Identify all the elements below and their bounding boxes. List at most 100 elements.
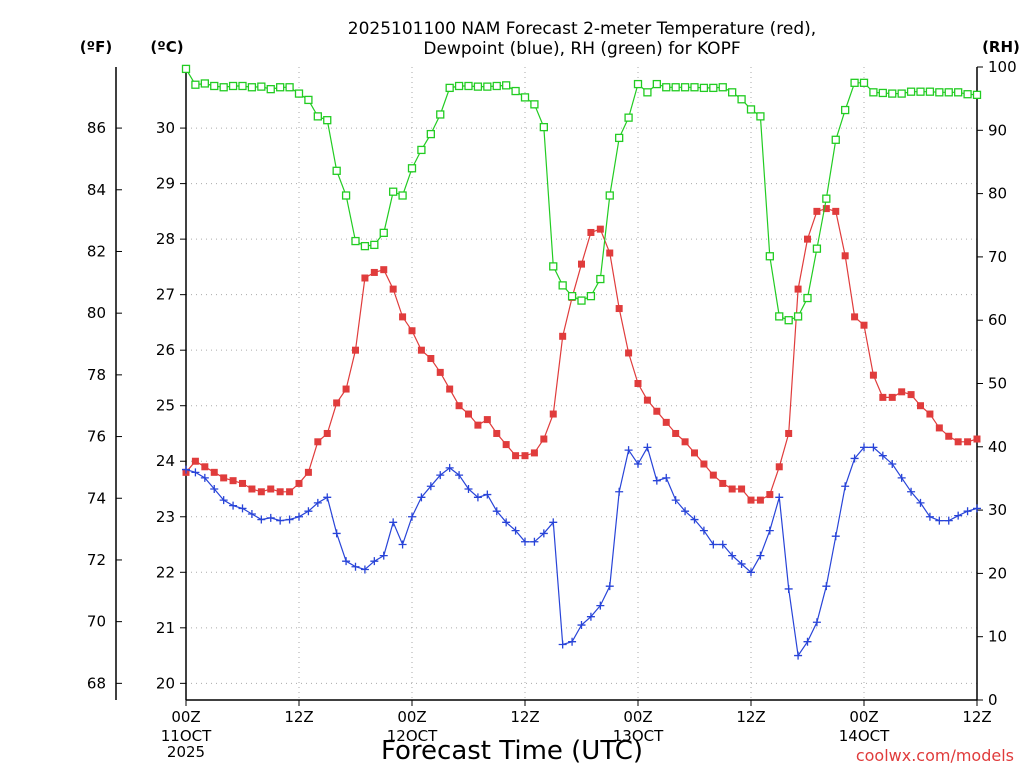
dewpoint-point [615,487,624,496]
temperature-point [286,488,294,496]
rh-point [859,78,869,87]
fahrenheit-tick-label: 84 [87,181,106,199]
rh-point [605,191,614,200]
dewpoint-point [455,471,464,480]
fahrenheit-tick-label: 80 [87,304,106,322]
dewpoint-point [699,526,708,535]
dewpoint-point [379,551,388,560]
rh-point [765,252,774,261]
temperature-point [267,485,275,493]
dewpoint-point [869,443,878,452]
rh-tick-label: 20 [988,564,1007,582]
rh-point [294,89,304,98]
dewpoint-point [775,493,784,502]
temperature-point [229,477,237,485]
rh-point [831,135,840,144]
dewpoint-point [765,526,774,535]
dewpoint-point [784,584,793,593]
rh-point [709,83,718,93]
dewpoint-point [690,515,699,524]
rh-point [266,85,275,94]
fahrenheit-tick-label: 82 [87,242,106,260]
temperature-point [917,402,924,410]
temperature-point [427,355,435,363]
temperature-point [653,407,661,415]
dewpoint-point [624,446,633,455]
temperature-point [276,488,284,496]
dewpoint-point [247,509,256,518]
x-tick-date: 14OCT [839,727,890,745]
temperature-point [681,438,689,446]
rh-point [379,228,388,237]
celsius-tick-label: 26 [156,341,175,359]
rh-point [784,316,793,325]
rh-point [549,262,558,271]
temperature-point [625,349,633,357]
temperature-point [596,225,604,233]
rh-point [775,312,784,321]
dewpoint-point [313,498,322,507]
dewpoint-point [398,540,407,549]
rh-point [728,88,737,97]
rh-point [341,191,351,200]
dewpoint-point [681,507,690,516]
rh-point [567,291,577,301]
dewpoint-point [605,582,614,591]
temperature-point [879,393,887,401]
temperature-point [860,321,868,329]
dewpoint-point [276,516,285,525]
temperature-point [728,485,736,493]
celsius-tick-label: 23 [156,508,175,526]
dewpoint-point [464,485,473,493]
rh-point [200,79,209,88]
rh-point [972,90,982,100]
rh-point [963,90,972,99]
dewpoint-point [436,471,445,480]
dewpoint-point [756,551,765,560]
temperature-point [512,452,520,460]
x-tick-date: 11OCT [161,727,212,745]
temperature-point [756,496,764,504]
dewpoint-point [408,512,416,521]
dewpoint-point [238,504,247,513]
rh-point [897,89,906,98]
temperature-point [578,260,585,268]
temperature-point [361,274,369,282]
temperature-point [201,463,209,471]
dewpoint-point [257,515,266,524]
temperature-point [530,449,538,457]
rh-point [718,83,727,92]
fahrenheit-tick-label: 74 [87,489,106,507]
temperature-point [559,332,567,340]
celsius-tick-label: 29 [156,175,175,193]
temperature-point [493,429,501,437]
rh-unit-label: (RH) [982,38,1020,56]
dewpoint-point [916,498,925,507]
temperature-point [483,416,491,424]
dewpoint-point [596,601,605,610]
temperature-point [342,385,350,393]
x-tick-label: 12Z [962,708,991,726]
rh-point [191,80,200,89]
dewpoint-point [229,501,238,510]
rh-point [577,296,586,305]
rh-point [746,105,756,114]
series-0 [182,205,981,504]
rh-point [219,83,228,92]
dewpoint-point [577,621,586,630]
temperature-point [314,438,322,446]
rh-point [464,81,473,91]
dewpoint-point [888,460,897,469]
rh-point [370,240,379,250]
temperature-point [907,391,915,399]
x-tick-date: 12OCT [387,727,438,745]
temperature-point [502,441,510,449]
temperature-point [785,429,793,437]
credit-link[interactable]: coolwx.com/models [856,746,1014,765]
rh-point [803,293,812,303]
dewpoint-point [822,582,831,591]
dewpoint-point [483,490,492,499]
temperature-point [738,485,746,493]
celsius-tick-label: 22 [156,563,175,581]
rh-point [671,83,680,92]
